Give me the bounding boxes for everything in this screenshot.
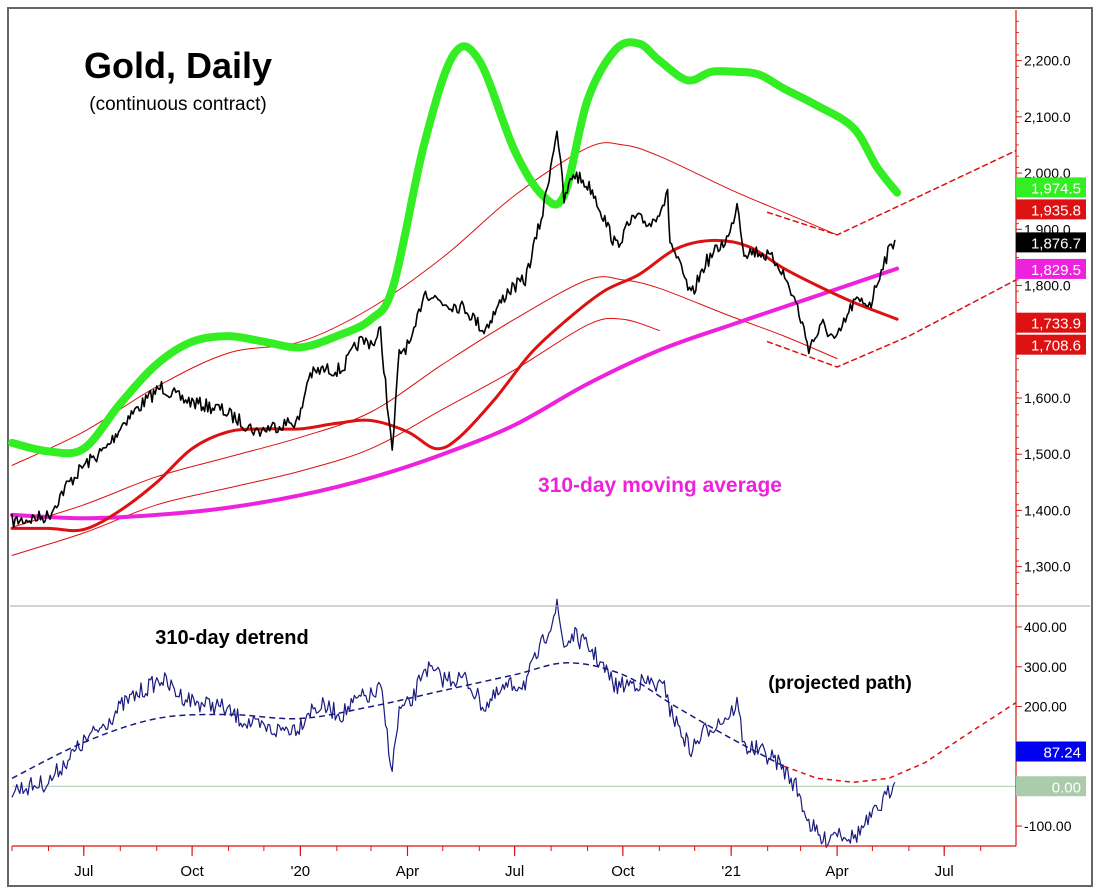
y-tick-label: 2,000.0 (1024, 165, 1071, 181)
series-projected-path (783, 701, 1017, 784)
series-smoothed-detrend (11, 662, 785, 779)
x-tick-label: Jul (74, 863, 93, 880)
value-label: 1,829.5 (1031, 262, 1081, 279)
series-projected-channel-upper (766, 149, 1017, 236)
frame (7, 7, 1093, 887)
value-label-box (1016, 334, 1086, 355)
value-label: 1,935.8 (1031, 202, 1081, 219)
y-tick-label: 200.00 (1024, 699, 1067, 715)
y-tick-label: 1,300.0 (1024, 559, 1071, 575)
value-label-box (1016, 177, 1086, 198)
chart-title: Gold, Daily (84, 45, 272, 86)
y-tick-label: 2,200.0 (1024, 53, 1071, 69)
y-tick-label: -100.00 (1024, 818, 1072, 834)
y-tick-label: 300.00 (1024, 659, 1067, 675)
series-cycle-projection (8, 38, 902, 458)
value-label-box (1016, 741, 1086, 762)
x-tick-label: '21 (721, 863, 741, 880)
series-projected-channel-lower (766, 279, 1017, 368)
series-310-day-moving-average (10, 266, 900, 521)
projected-path-label: (projected path) (768, 673, 912, 694)
x-tick-label: Oct (611, 863, 635, 880)
y-tick-label: 2,100.0 (1024, 109, 1071, 125)
series-detrend (11, 598, 896, 848)
value-label-box (1016, 258, 1086, 279)
x-tick-label: Jul (505, 863, 524, 880)
value-label-box (1016, 232, 1086, 253)
x-tick-label: '20 (291, 863, 311, 880)
value-label: 1,708.6 (1031, 338, 1081, 355)
chart-subtitle: (continuous contract) (89, 94, 266, 115)
ma-annotation: 310-day moving average (538, 474, 782, 497)
value-label-box (1016, 776, 1086, 797)
axes: 1,300.01,400.01,500.01,600.01,700.01,800… (10, 10, 1090, 880)
detrend-title: 310-day detrend (155, 627, 308, 649)
value-label: 1,974.5 (1031, 180, 1081, 197)
series-gold-price (11, 130, 896, 529)
series-channel-lower (11, 317, 660, 556)
x-tick-label: Jul (935, 863, 954, 880)
price-panel (8, 38, 1017, 556)
value-label-box (1016, 312, 1086, 333)
x-tick-label: Apr (396, 863, 419, 880)
x-tick-label: Oct (180, 863, 204, 880)
value-label: 87.24 (1043, 744, 1081, 761)
series-short-moving-average (10, 238, 899, 533)
x-tick-label: Apr (825, 863, 848, 880)
detrend-panel (11, 598, 1017, 848)
series-channel-middle (11, 276, 838, 528)
y-tick-label: 1,400.0 (1024, 502, 1071, 518)
value-label-box (1016, 199, 1086, 220)
y-tick-label: 1,600.0 (1024, 390, 1071, 406)
value-label: 1,733.9 (1031, 316, 1081, 333)
y-tick-label: 1,500.0 (1024, 446, 1071, 462)
y-tick-label: 1,800.0 (1024, 278, 1071, 294)
value-label: 1,876.7 (1031, 235, 1081, 252)
y-tick-label: 400.00 (1024, 619, 1067, 635)
value-label: 0.00 (1052, 779, 1081, 796)
